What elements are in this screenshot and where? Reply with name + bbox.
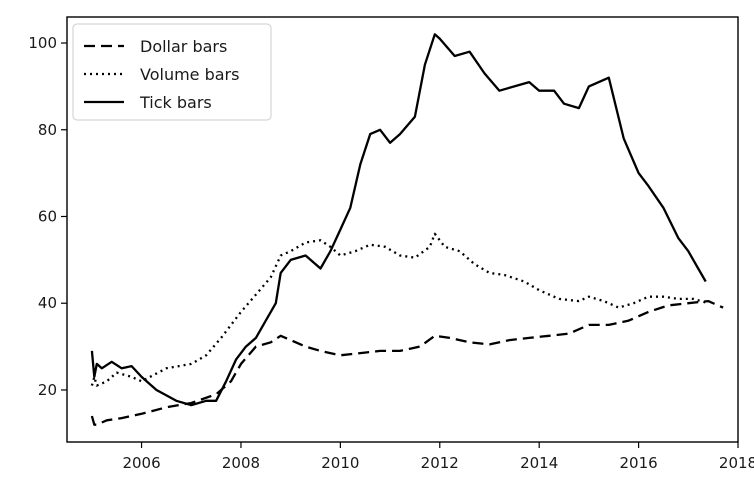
x-tick-label: 2014 bbox=[520, 454, 558, 472]
legend-label: Tick bars bbox=[139, 93, 212, 112]
x-tick-label: 2010 bbox=[321, 454, 359, 472]
y-tick-label: 60 bbox=[38, 207, 57, 225]
x-tick-label: 2016 bbox=[619, 454, 657, 472]
legend-label: Volume bars bbox=[140, 65, 239, 84]
x-tick-label: 2006 bbox=[122, 454, 160, 472]
series-layer bbox=[90, 33, 724, 426]
x-axis: 2006 2008 2010 2012 2014 2016 2018 bbox=[122, 442, 754, 472]
series-line-volume-bars bbox=[90, 232, 709, 387]
x-tick-label: 2018 bbox=[719, 454, 754, 472]
y-tick-label: 40 bbox=[38, 294, 57, 312]
y-tick-label: 100 bbox=[28, 34, 57, 52]
y-tick-label: 20 bbox=[38, 381, 57, 399]
series-line-tick-bars bbox=[90, 33, 707, 407]
series-line-dollar-bars bbox=[90, 299, 724, 426]
x-tick-label: 2012 bbox=[421, 454, 459, 472]
legend: Dollar bars Volume bars Tick bars bbox=[72, 23, 272, 121]
x-tick-label: 2008 bbox=[222, 454, 260, 472]
y-axis: 20 40 60 80 100 bbox=[28, 34, 67, 399]
y-tick-label: 80 bbox=[38, 121, 57, 139]
legend-box bbox=[72, 23, 272, 121]
legend-label: Dollar bars bbox=[140, 37, 227, 56]
